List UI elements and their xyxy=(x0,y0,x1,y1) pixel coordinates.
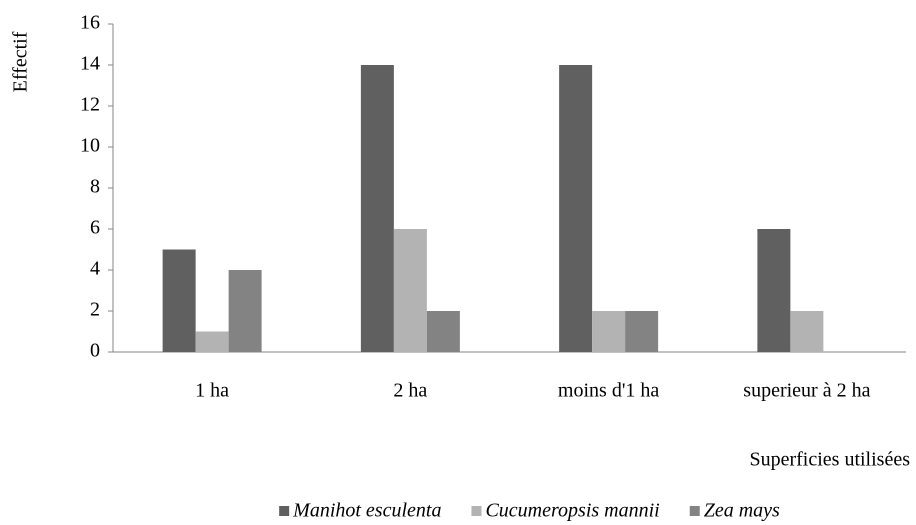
legend-swatch xyxy=(279,506,290,516)
y-tick-label: 10 xyxy=(80,135,100,157)
y-tick-label: 12 xyxy=(80,94,100,116)
bar xyxy=(625,311,659,352)
legend-label: Zea mays xyxy=(704,500,780,522)
bar xyxy=(393,229,427,352)
legend-swatch xyxy=(471,506,482,516)
bar xyxy=(228,270,262,352)
legend-label: Manihot esculenta xyxy=(292,500,441,522)
y-tick-label: 14 xyxy=(80,53,100,75)
bar xyxy=(757,229,791,352)
y-tick-label: 16 xyxy=(80,12,100,34)
x-tick-label: superieur à 2 ha xyxy=(743,380,870,402)
bar xyxy=(426,311,460,352)
y-axis-label: Effectif xyxy=(10,31,32,92)
x-axis-label: Superficies utilisées xyxy=(749,449,910,471)
y-tick-label: 0 xyxy=(90,340,100,362)
bar xyxy=(360,65,394,352)
bar xyxy=(195,331,229,352)
legend: Manihot esculenta Cucumeropsis mannii Zea … xyxy=(279,500,780,522)
x-tick-label: moins d'1 ha xyxy=(558,380,660,402)
bar xyxy=(592,311,626,352)
y-tick-label: 6 xyxy=(90,217,100,239)
x-tick-label: 1 ha xyxy=(195,380,229,402)
y-tick-label: 2 xyxy=(90,299,100,321)
legend-swatch xyxy=(689,506,700,516)
x-tick-label: 2 ha xyxy=(393,380,427,402)
y-tick-label: 8 xyxy=(90,176,100,198)
y-tick-label: 4 xyxy=(90,258,100,280)
legend-label: Cucumeropsis mannii xyxy=(485,500,659,522)
bar xyxy=(162,249,196,352)
bar xyxy=(790,311,824,352)
bar xyxy=(559,65,593,352)
